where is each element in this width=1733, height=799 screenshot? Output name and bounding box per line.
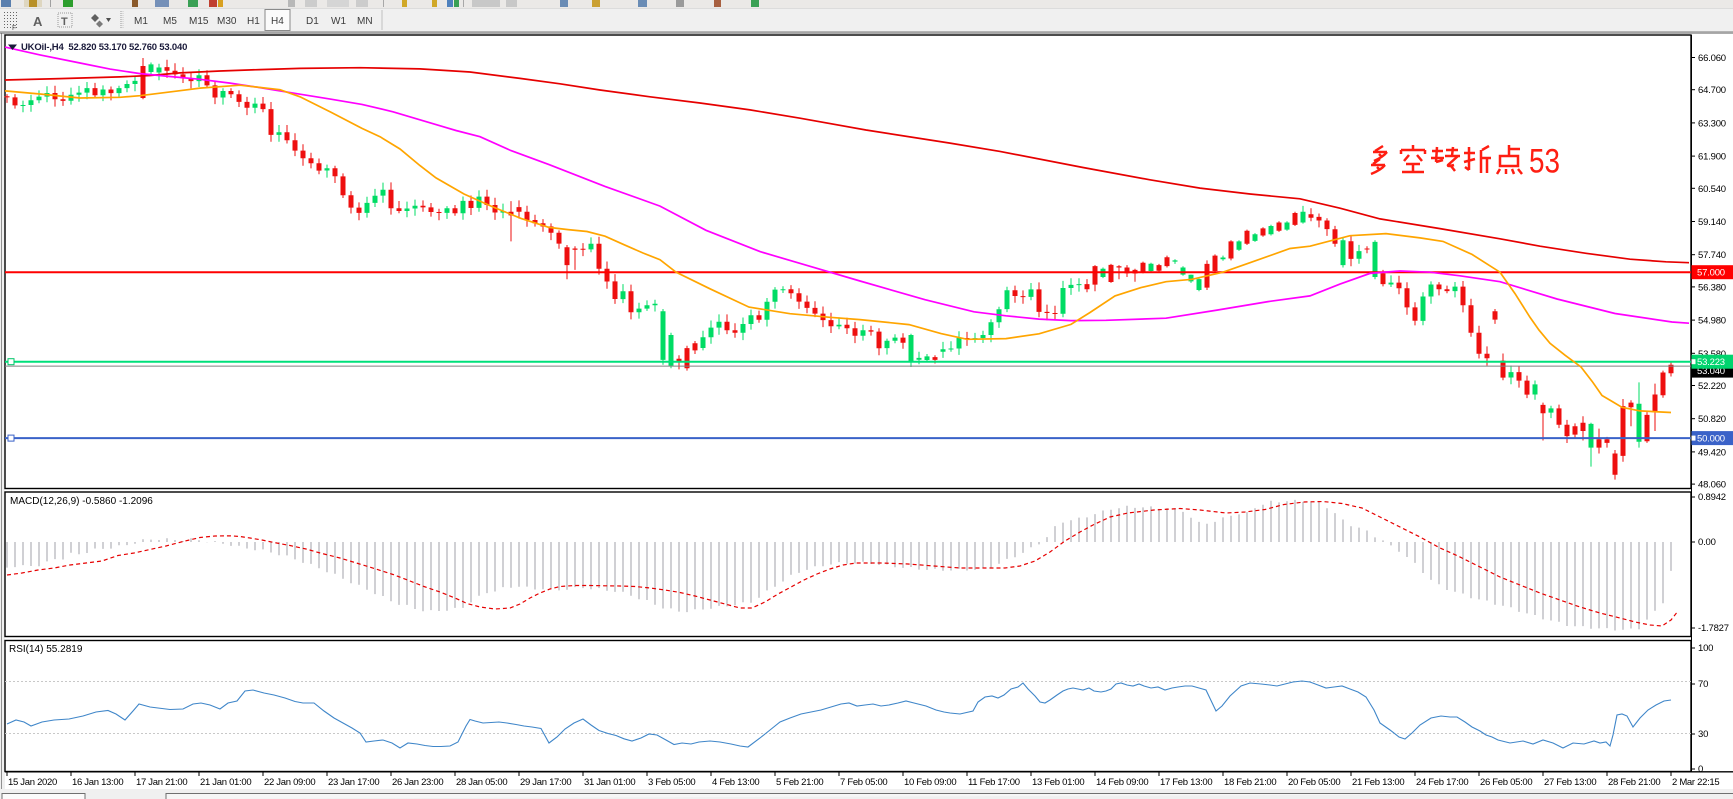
svg-text:29 Jan 17:00: 29 Jan 17:00 [520, 777, 571, 788]
svg-text:11 Feb 17:00: 11 Feb 17:00 [968, 777, 1020, 788]
svg-text:H1: H1 [247, 16, 260, 27]
svg-text:-1.7827: -1.7827 [1698, 623, 1729, 634]
svg-text:MACD(12,26,9) -0.5860 -1.2096: MACD(12,26,9) -0.5860 -1.2096 [10, 496, 153, 507]
svg-text:28 Feb 21:00: 28 Feb 21:00 [1608, 777, 1660, 788]
svg-text:0.00: 0.00 [1698, 537, 1716, 548]
svg-text:M1: M1 [134, 16, 148, 27]
svg-text:0.8942: 0.8942 [1698, 492, 1726, 503]
svg-text:59.140: 59.140 [1698, 217, 1726, 228]
svg-text:70: 70 [1698, 679, 1708, 690]
svg-text:21 Jan 01:00: 21 Jan 01:00 [200, 777, 251, 788]
svg-text:53.040: 53.040 [1697, 366, 1725, 377]
svg-text:28 Jan 05:00: 28 Jan 05:00 [456, 777, 507, 788]
svg-text:2 Mar 22:15: 2 Mar 22:15 [1672, 777, 1719, 788]
svg-text:F: F [12, 25, 16, 32]
svg-text:RSI(14) 55.2819: RSI(14) 55.2819 [9, 644, 83, 655]
svg-text:27 Feb 13:00: 27 Feb 13:00 [1544, 777, 1596, 788]
svg-text:23 Jan 17:00: 23 Jan 17:00 [328, 777, 379, 788]
svg-text:H4: H4 [271, 16, 284, 27]
svg-text:64.700: 64.700 [1698, 85, 1726, 96]
svg-text:54.980: 54.980 [1698, 316, 1726, 327]
svg-text:T: T [61, 16, 68, 28]
svg-text:49.420: 49.420 [1698, 447, 1726, 458]
svg-text:60.540: 60.540 [1698, 184, 1726, 195]
svg-text:61.900: 61.900 [1698, 152, 1726, 163]
svg-text:17 Jan 21:00: 17 Jan 21:00 [136, 777, 187, 788]
svg-text:13 Feb 01:00: 13 Feb 01:00 [1032, 777, 1084, 788]
svg-text:31 Jan 01:00: 31 Jan 01:00 [584, 777, 635, 788]
svg-text:18 Feb 21:00: 18 Feb 21:00 [1224, 777, 1276, 788]
svg-text:15 Jan 2020: 15 Jan 2020 [8, 777, 57, 788]
svg-text:MN: MN [357, 16, 373, 27]
svg-text:26 Jan 23:00: 26 Jan 23:00 [392, 777, 443, 788]
svg-text:56.380: 56.380 [1698, 282, 1726, 293]
svg-text:57.740: 57.740 [1698, 250, 1726, 261]
svg-text:57.000: 57.000 [1697, 268, 1725, 279]
svg-text:30: 30 [1698, 729, 1708, 740]
svg-text:M30: M30 [217, 16, 237, 27]
svg-text:UKOil-,H4 52.820 53.170 52.76: UKOil-,H4 52.820 53.170 52.760 53.040 [21, 42, 187, 53]
svg-text:24 Feb 17:00: 24 Feb 17:00 [1416, 777, 1468, 788]
svg-text:3 Feb 05:00: 3 Feb 05:00 [648, 777, 695, 788]
svg-text:50.820: 50.820 [1698, 414, 1726, 425]
svg-text:14 Feb 09:00: 14 Feb 09:00 [1096, 777, 1148, 788]
svg-text:M5: M5 [163, 16, 177, 27]
svg-text:5 Feb 21:00: 5 Feb 21:00 [776, 777, 823, 788]
svg-text:53.223: 53.223 [1697, 357, 1725, 368]
svg-text:A: A [33, 14, 43, 29]
svg-text:W1: W1 [331, 16, 346, 27]
svg-text:21 Feb 13:00: 21 Feb 13:00 [1352, 777, 1404, 788]
svg-text:53: 53 [1529, 143, 1560, 181]
svg-text:48.060: 48.060 [1698, 480, 1726, 491]
svg-text:52.220: 52.220 [1698, 381, 1726, 392]
svg-text:63.300: 63.300 [1698, 118, 1726, 129]
svg-text:4 Feb 13:00: 4 Feb 13:00 [712, 777, 759, 788]
svg-text:53.580: 53.580 [1698, 349, 1726, 360]
svg-text:D1: D1 [306, 16, 319, 27]
svg-text:20 Feb 05:00: 20 Feb 05:00 [1288, 777, 1340, 788]
svg-text:7 Feb 05:00: 7 Feb 05:00 [840, 777, 887, 788]
svg-text:16 Jan 13:00: 16 Jan 13:00 [72, 777, 123, 788]
svg-text:0: 0 [1698, 764, 1703, 775]
svg-text:66.060: 66.060 [1698, 53, 1726, 64]
svg-text:10 Feb 09:00: 10 Feb 09:00 [904, 777, 956, 788]
svg-text:M15: M15 [189, 16, 209, 27]
svg-text:17 Feb 13:00: 17 Feb 13:00 [1160, 777, 1212, 788]
svg-text:100: 100 [1698, 643, 1713, 654]
svg-text:50.000: 50.000 [1697, 434, 1725, 445]
svg-text:22 Jan 09:00: 22 Jan 09:00 [264, 777, 315, 788]
svg-text:26 Feb 05:00: 26 Feb 05:00 [1480, 777, 1532, 788]
